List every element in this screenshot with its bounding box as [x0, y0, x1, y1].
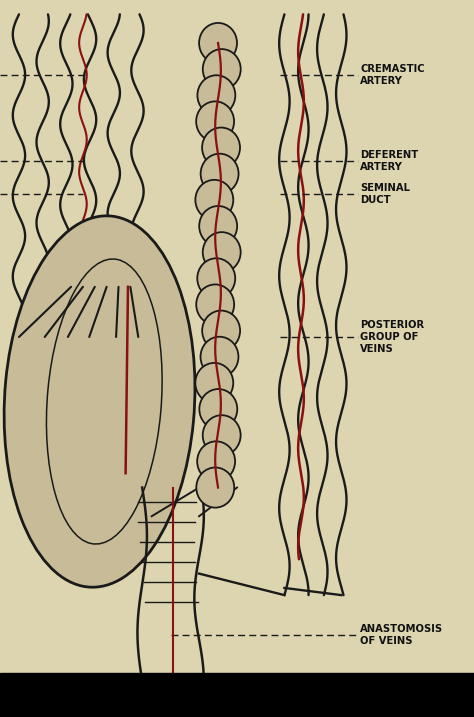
Ellipse shape: [196, 285, 234, 325]
Ellipse shape: [203, 415, 241, 455]
Ellipse shape: [203, 232, 241, 272]
Ellipse shape: [202, 128, 240, 168]
Text: ANASTOMOSIS
OF VEINS: ANASTOMOSIS OF VEINS: [360, 624, 443, 645]
Ellipse shape: [197, 75, 235, 115]
Ellipse shape: [197, 258, 235, 298]
Ellipse shape: [196, 101, 234, 141]
Text: CREMASTIC
ARTERY: CREMASTIC ARTERY: [360, 65, 425, 86]
Text: alamy: alamy: [24, 685, 84, 703]
Ellipse shape: [195, 363, 233, 403]
Ellipse shape: [4, 216, 195, 587]
Ellipse shape: [201, 337, 238, 377]
Ellipse shape: [196, 467, 234, 508]
Ellipse shape: [195, 180, 233, 220]
Text: Image ID: RN5144: Image ID: RN5144: [284, 681, 354, 690]
Ellipse shape: [197, 442, 235, 482]
Text: DEFERENT
ARTERY: DEFERENT ARTERY: [360, 151, 419, 172]
Text: SEMINAL
DUCT: SEMINAL DUCT: [360, 183, 410, 204]
Ellipse shape: [199, 206, 237, 246]
Ellipse shape: [200, 389, 237, 429]
Ellipse shape: [199, 23, 237, 63]
Ellipse shape: [203, 49, 241, 89]
Ellipse shape: [202, 310, 240, 351]
Ellipse shape: [201, 153, 238, 194]
Text: www.alamy.com: www.alamy.com: [284, 699, 346, 708]
Text: POSTERIOR
GROUP OF
VEINS: POSTERIOR GROUP OF VEINS: [360, 320, 424, 354]
Bar: [0, 673, 474, 717]
